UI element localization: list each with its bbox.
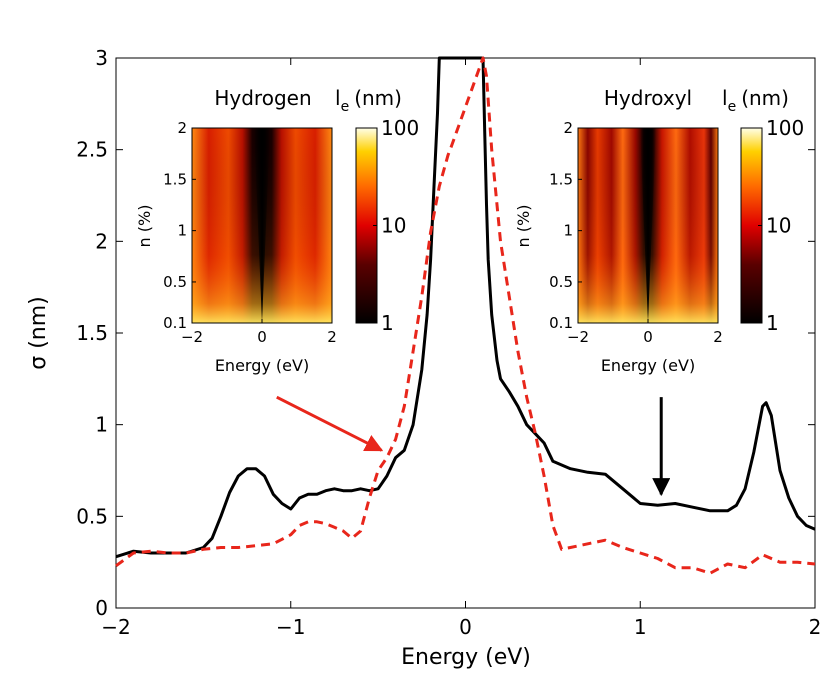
x-tick-label: 1: [634, 615, 647, 639]
colorbar-hydrogen-label: le (nm): [335, 86, 402, 115]
inset-hydroxyl-ticks: −2 0 2 0.1 0.5 1 1.5 2: [549, 119, 723, 346]
inset-x-tick-label: −2: [567, 328, 589, 346]
inset-hydroxyl-heatmap: [577, 127, 719, 324]
inset-y-tick-label: 2: [177, 119, 187, 137]
inset-hydrogen: Hydrogen −2 0 2 0.1 0.5 1 1.5 2 Energy (eV) n (…: [135, 86, 419, 380]
colorbar-tick-label: 1: [381, 311, 394, 335]
inset-y-tick-label: 0.5: [549, 273, 573, 291]
colorbar-tick-label: 10: [381, 214, 406, 238]
inset-y-tick-label: 1: [177, 222, 187, 240]
y-axis-label: σ (nm): [26, 296, 51, 369]
main-x-ticks: −2 −1 0 1 2: [101, 58, 821, 639]
colorbar-tick-label: 1: [766, 311, 779, 335]
inset-x-tick-label: 2: [327, 328, 337, 346]
series-hydroxyl-line: [115, 56, 816, 559]
inset-y-tick-label: 0.1: [163, 314, 187, 332]
x-axis-label: Energy (eV): [401, 645, 531, 670]
inset-x-tick-label: 2: [713, 328, 723, 346]
y-tick-label: 0.5: [76, 504, 108, 528]
inset-hydroxyl-title: Hydroxyl: [604, 86, 692, 110]
inset-hydroxyl: Hydroxyl −2 0 2 0.1 0.5 1 1.5 2 Energy (eV) n (…: [514, 86, 804, 375]
inset-hydrogen-xlabel: Energy (eV): [215, 356, 309, 375]
inset-y-tick-label: 1.5: [549, 170, 573, 188]
inset-hydrogen-colorbar: 1 10 100 le (nm): [335, 86, 419, 335]
inset-hydroxyl-colorbar: 1 10 100 le (nm): [722, 86, 804, 335]
x-tick-label: 2: [809, 615, 822, 639]
inset-y-tick-label: 2: [563, 119, 573, 137]
y-tick-label: 2.5: [76, 138, 108, 162]
main-y-ticks: 0 0.5 1 1.5 2 2.5 3: [76, 46, 815, 620]
y-tick-label: 1.5: [76, 321, 108, 345]
y-tick-label: 2: [95, 229, 108, 253]
inset-hydrogen-title: Hydrogen: [214, 86, 311, 110]
inset-y-tick-label: 1.5: [163, 170, 187, 188]
inset-y-tick-label: 1: [563, 222, 573, 240]
annotation-arrow-hydrogen: [276, 395, 384, 452]
annotation-arrows: [276, 395, 671, 497]
inset-hydroxyl-xlabel: Energy (eV): [601, 356, 695, 375]
x-tick-label: 0: [459, 615, 472, 639]
inset-hydrogen-label-bg: [176, 350, 332, 380]
x-tick-label: −2: [101, 615, 130, 639]
inset-x-tick-label: 0: [257, 328, 267, 346]
y-tick-label: 3: [95, 46, 108, 70]
y-tick-label: 0: [95, 596, 108, 620]
inset-y-tick-label: 0.1: [549, 314, 573, 332]
series-layer: [115, 56, 816, 575]
inset-hydrogen-ticks: −2 0 2 0.1 0.5 1 1.5 2: [163, 119, 337, 346]
inset-hydroxyl-ylabel: n (%): [514, 205, 533, 248]
colorbar-hydroxyl-ticks: 1 10 100: [758, 116, 804, 335]
colorbar-hydrogen-ticks: 1 10 100: [373, 116, 419, 335]
heatmap-hydroxyl-dirac-gap: [640, 128, 656, 323]
inset-y-tick-label: 0.5: [163, 273, 187, 291]
inset-hydrogen-ylabel: n (%): [135, 205, 154, 248]
colorbar-tick-label: 100: [766, 116, 804, 140]
inset-x-tick-label: 0: [643, 328, 653, 346]
colorbar-tick-label: 10: [766, 214, 791, 238]
inset-x-tick-label: −2: [181, 328, 203, 346]
series-hydrogen-line: [115, 56, 816, 575]
colorbar-tick-label: 100: [381, 116, 419, 140]
inset-hydrogen-heatmap: [191, 127, 333, 324]
x-tick-label: −1: [276, 615, 305, 639]
heatmap-hydrogen-dirac-gap: [254, 128, 270, 323]
y-tick-label: 1: [95, 413, 108, 437]
colorbar-hydroxyl-label: le (nm): [722, 86, 789, 115]
